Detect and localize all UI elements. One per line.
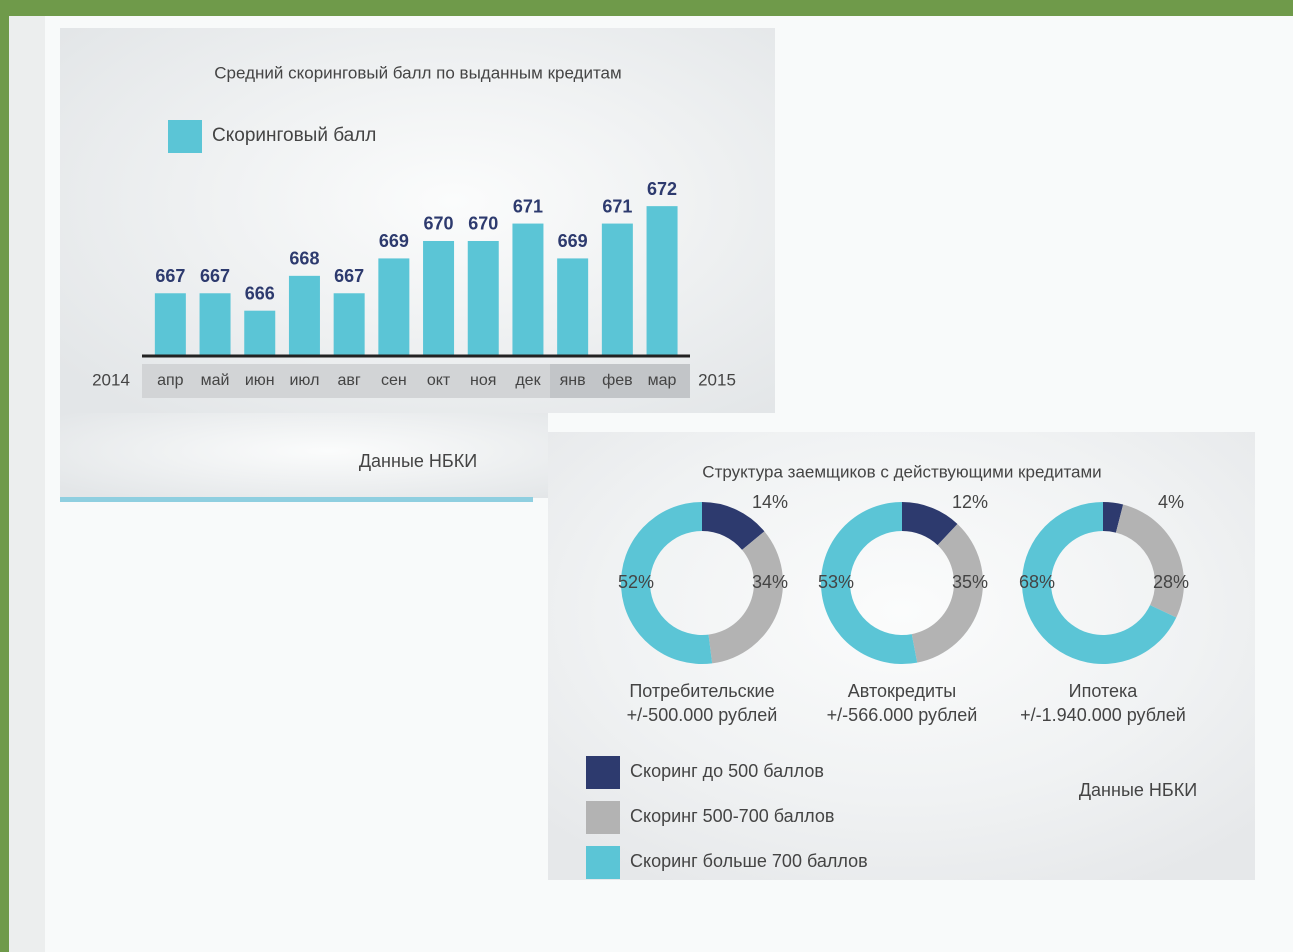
bar <box>288 275 320 356</box>
bar <box>199 293 231 356</box>
legend-label: Скоринг 500-700 баллов <box>630 806 834 826</box>
x-tick-label: июл <box>289 372 319 389</box>
bar <box>601 223 633 356</box>
legend-swatch <box>168 120 202 153</box>
bar-chart: Средний скоринговый балл по выданным кре… <box>92 63 736 470</box>
legend-swatch <box>586 756 620 789</box>
donut-subtitle: +/-500.000 рублей <box>627 705 778 725</box>
value-label: 68% <box>1019 572 1055 592</box>
top-border <box>0 0 1293 16</box>
bar <box>333 293 365 356</box>
donut-subtitle: +/-566.000 рублей <box>827 705 978 725</box>
donut-segment <box>1115 504 1184 618</box>
donut-segment <box>911 523 983 663</box>
source: Данные НБКИ <box>359 451 477 471</box>
bar <box>378 258 410 356</box>
donut-segment <box>902 502 958 546</box>
legend-label: Скоринг больше 700 баллов <box>630 851 868 871</box>
donut-segment <box>1022 502 1177 664</box>
bar <box>512 223 544 356</box>
bar <box>154 293 186 356</box>
panel <box>60 413 548 498</box>
value-label: 666 <box>245 283 275 303</box>
bar <box>423 240 455 356</box>
x-tick-label: июн <box>245 372 275 389</box>
donut-segment <box>708 531 783 664</box>
value-label: 667 <box>200 266 230 286</box>
value-label: 667 <box>334 266 364 286</box>
donut-name: Ипотека <box>1069 681 1139 701</box>
x-tick-label: фев <box>602 372 633 389</box>
x-tick-label: май <box>201 372 230 389</box>
donut-name: Автокредиты <box>848 681 956 701</box>
donut-segment <box>821 502 918 664</box>
chart-title: Структура заемщиков с действующими креди… <box>702 462 1101 481</box>
value-label: 12% <box>952 492 988 512</box>
value-label: 53% <box>818 572 854 592</box>
period-label: 2015 <box>698 370 736 389</box>
value-label: 35% <box>952 572 988 592</box>
x-tick-label: дек <box>515 372 541 389</box>
value-label: 671 <box>602 196 632 216</box>
x-tick-label: ноя <box>470 372 496 389</box>
left-border <box>0 0 9 952</box>
value-label: 672 <box>647 179 677 199</box>
value-label: 668 <box>289 249 319 269</box>
legend-label: Скоринговый балл <box>212 125 376 146</box>
donut-name: Потребительские <box>629 681 774 701</box>
value-label: 671 <box>513 196 543 216</box>
value-label: 667 <box>155 266 185 286</box>
legend-label: Скоринг до 500 баллов <box>630 761 824 781</box>
category-band <box>550 364 690 398</box>
x-tick-label: авг <box>338 372 361 389</box>
x-tick-label: мар <box>648 372 677 389</box>
x-tick-label: окт <box>427 372 451 389</box>
bar <box>646 206 678 356</box>
donut-chart: Структура заемщиков с действующими креди… <box>586 462 1197 879</box>
donut-subtitle: +/-1.940.000 рублей <box>1020 705 1186 725</box>
value-label: 4% <box>1158 492 1184 512</box>
x-tick-label: янв <box>560 372 586 389</box>
side-strip <box>9 16 45 952</box>
value-label: 670 <box>424 214 454 234</box>
panel-underline <box>60 497 533 502</box>
value-label: 52% <box>618 572 654 592</box>
value-label: 670 <box>468 214 498 234</box>
value-label: 669 <box>379 231 409 251</box>
legend-swatch <box>586 801 620 834</box>
period-label: 2014 <box>92 370 130 389</box>
bar <box>557 258 589 356</box>
bar <box>244 310 276 356</box>
donut-segment <box>621 502 713 664</box>
value-label: 34% <box>752 572 788 592</box>
bar <box>467 240 499 356</box>
x-tick-label: сен <box>381 372 407 389</box>
value-label: 669 <box>558 231 588 251</box>
value-label: 28% <box>1153 572 1189 592</box>
x-tick-label: апр <box>157 372 184 389</box>
value-label: 14% <box>752 492 788 512</box>
category-band <box>142 364 550 398</box>
chart-title: Средний скоринговый балл по выданным кре… <box>214 63 621 82</box>
source: Данные НБКИ <box>1079 780 1197 800</box>
legend-swatch <box>586 846 620 879</box>
donut-segment <box>1103 502 1124 533</box>
donut-segment <box>702 502 765 550</box>
